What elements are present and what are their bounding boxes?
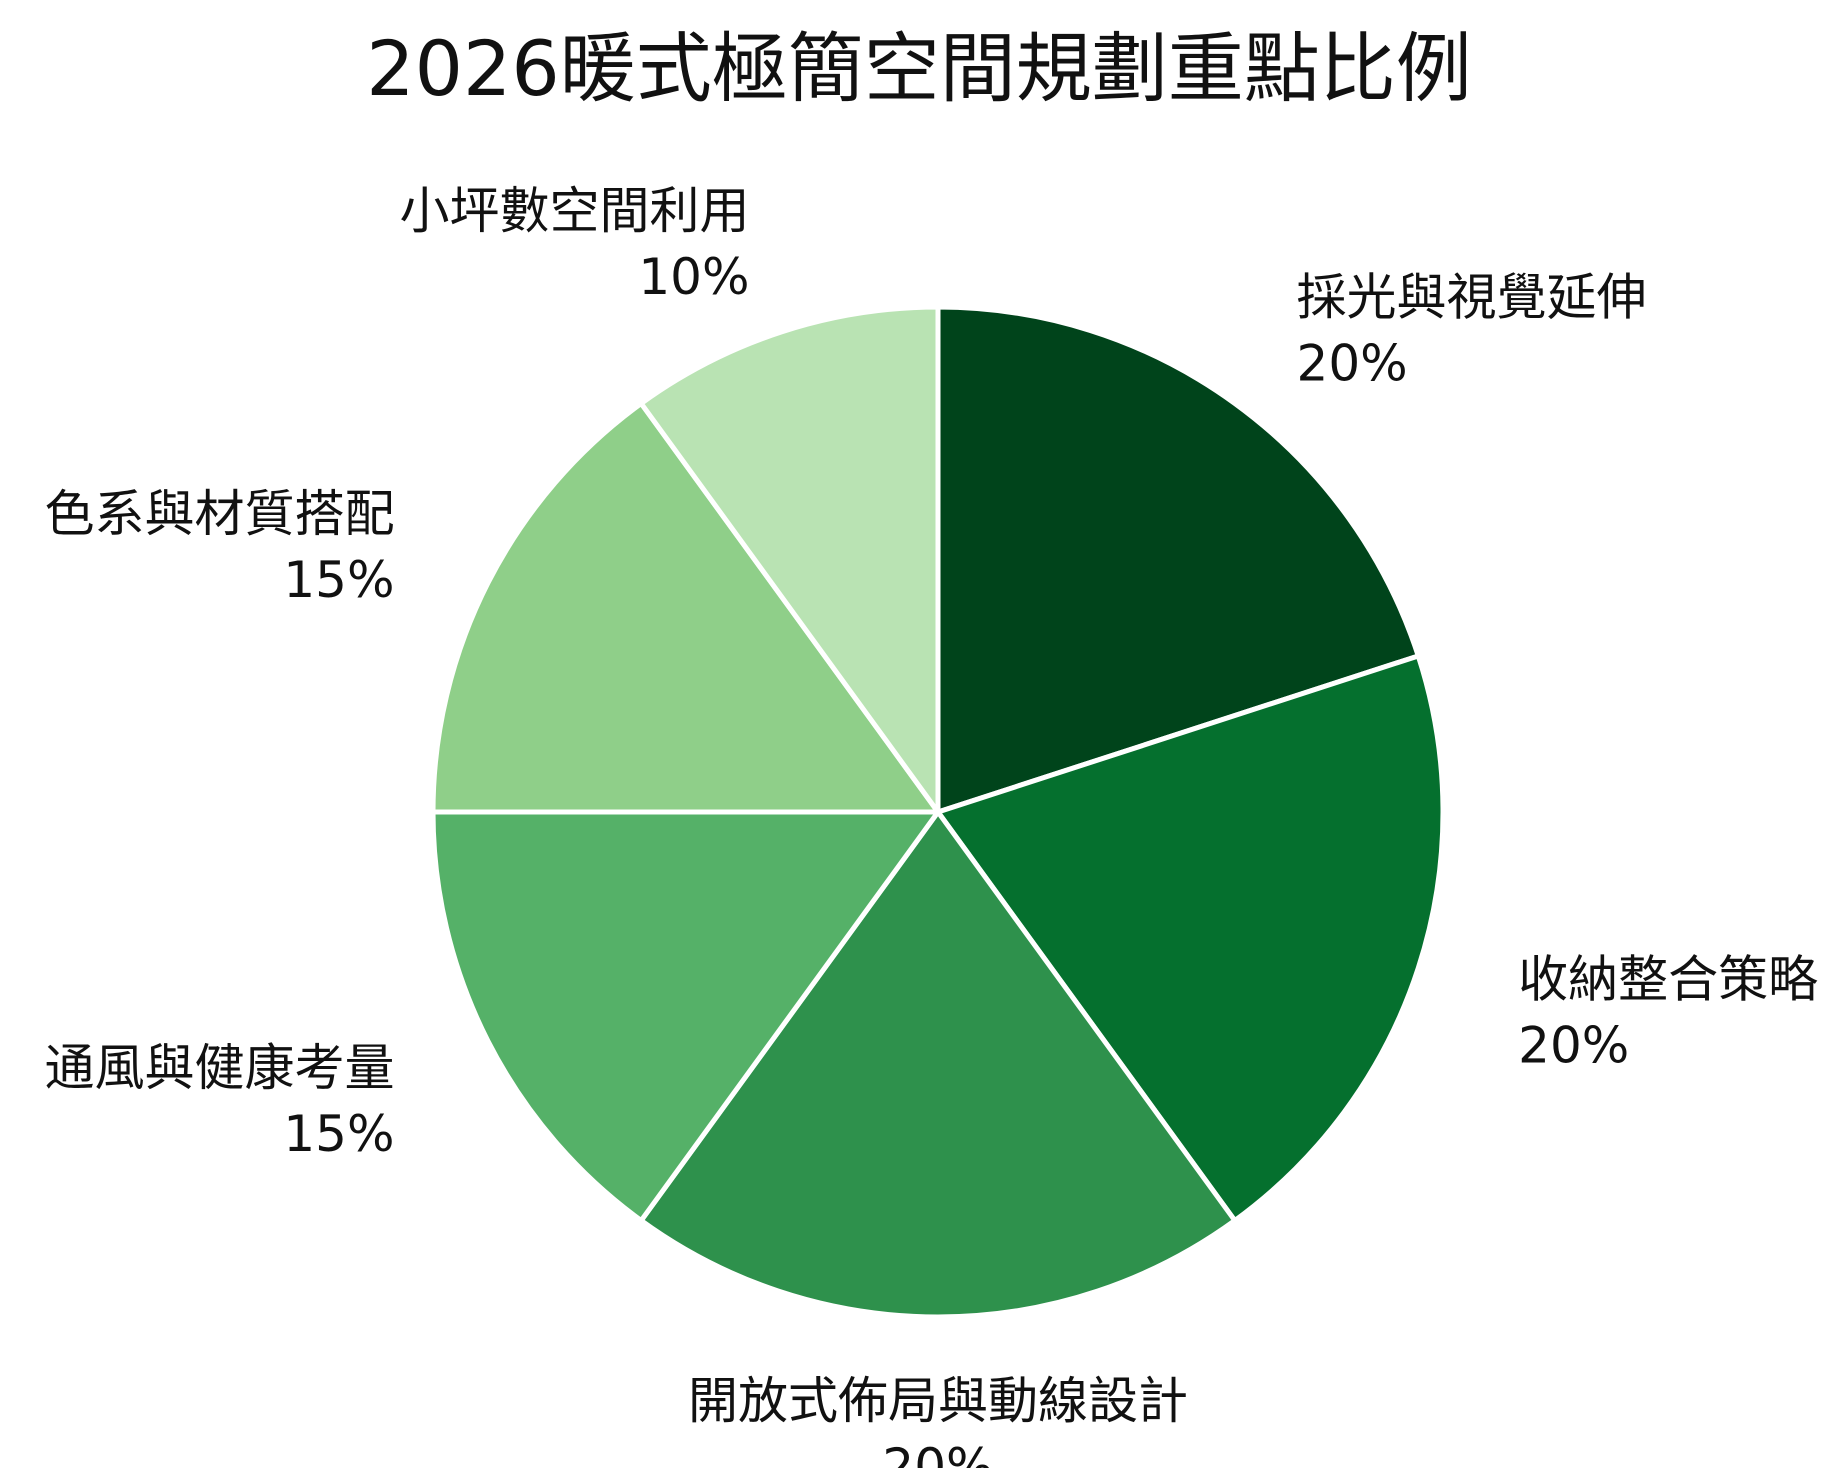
pie-slice	[638, 809, 1238, 1320]
slice-value-label: 10%	[638, 248, 749, 306]
pie-slice	[638, 304, 941, 815]
slice-value-label: 20%	[1518, 1017, 1629, 1075]
slice-label: 收納整合策略	[1518, 951, 1818, 1009]
slice-label: 小坪數空間利用	[399, 182, 749, 240]
pie-slice	[935, 304, 1421, 815]
slice-value-label: 20%	[1297, 334, 1408, 392]
chart-title: 2026暖式極簡空間規劃重點比例	[366, 24, 1471, 113]
pie-slices	[430, 304, 1446, 1320]
slice-label: 色系與材質搭配	[44, 485, 394, 543]
slice-label: 通風與健康考量	[44, 1039, 394, 1097]
pie-slice	[935, 653, 1446, 1224]
slice-value-label: 20%	[882, 1438, 993, 1468]
pie-labels: 採光與視覺延伸 20% 收納整合策略 20% 開放式佈局與動線設計 20% 通風與健康考量 1…	[44, 182, 1818, 1468]
slice-value-label: 15%	[283, 1105, 394, 1163]
pie-slice	[430, 809, 941, 1224]
pie-slice	[430, 400, 941, 815]
slice-label: 採光與視覺延伸	[1297, 268, 1647, 326]
slice-value-label: 15%	[283, 551, 394, 609]
slice-label: 開放式佈局與動線設計	[688, 1372, 1188, 1430]
